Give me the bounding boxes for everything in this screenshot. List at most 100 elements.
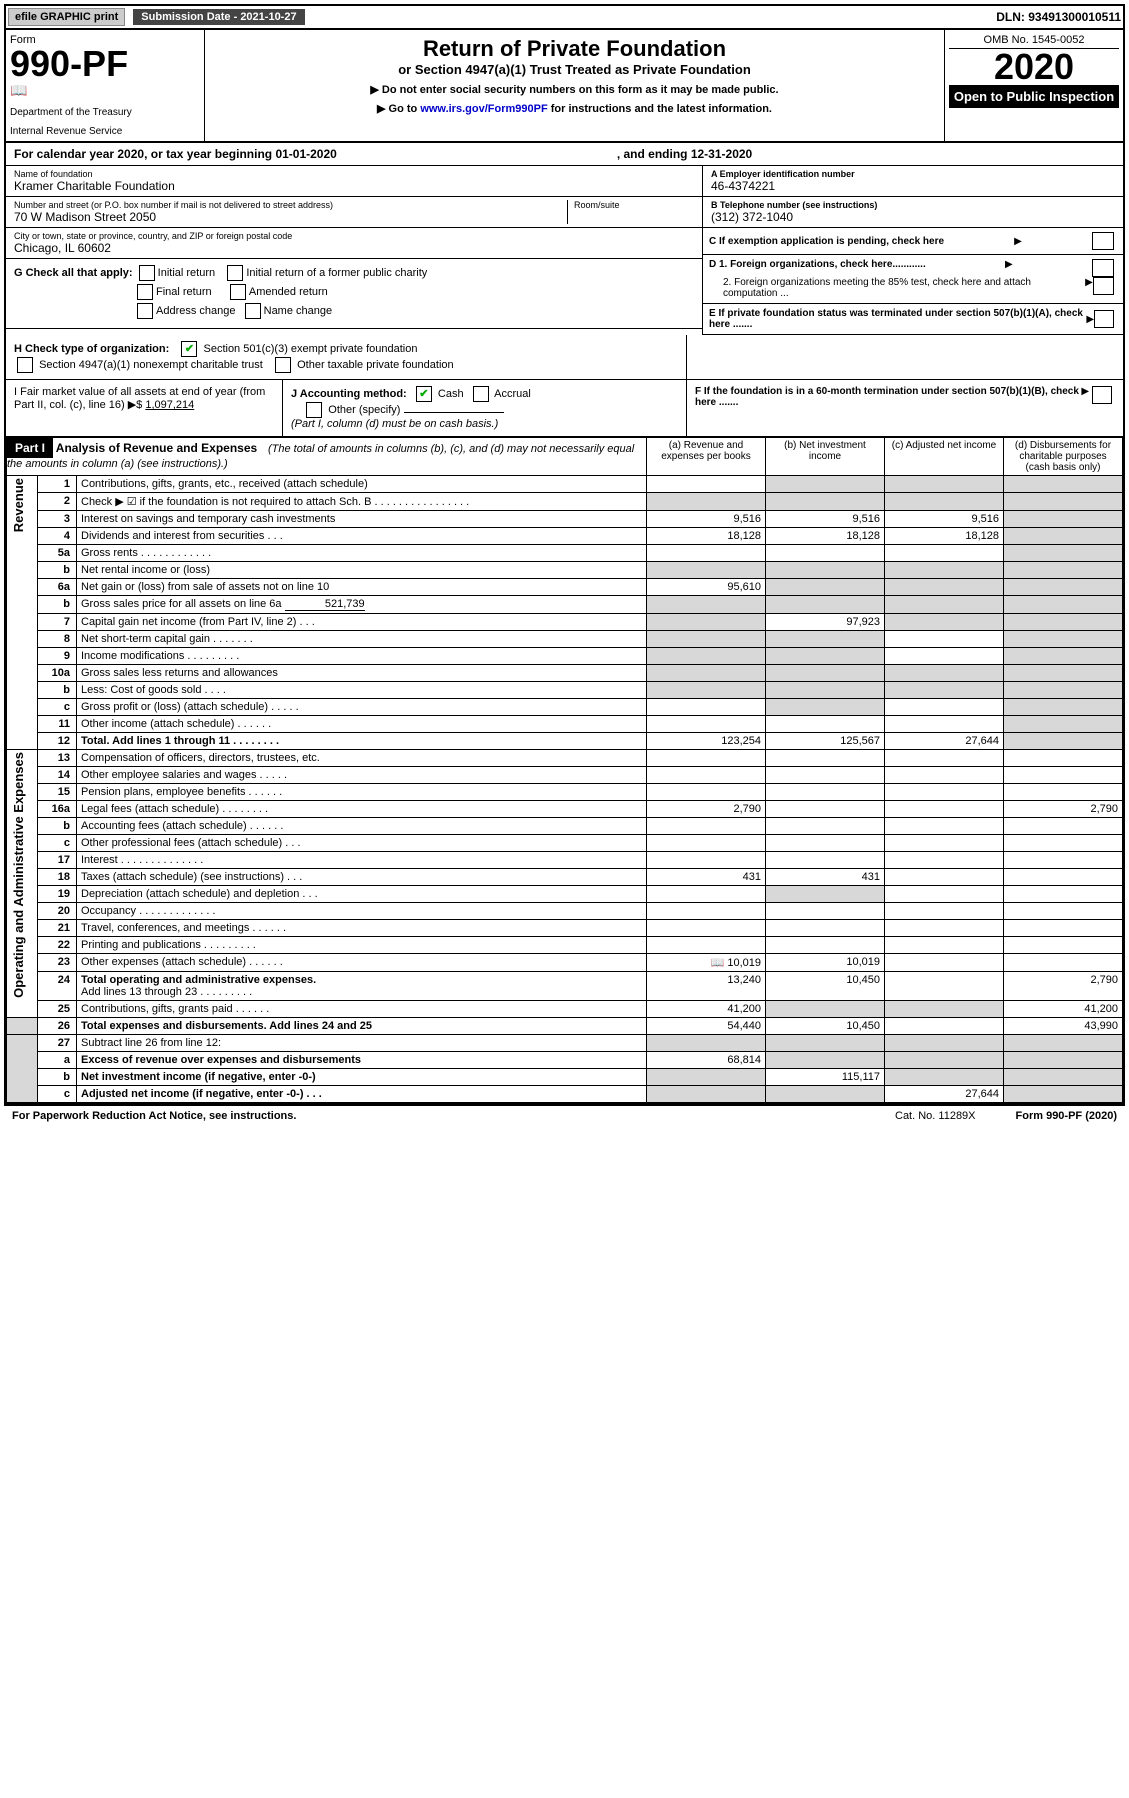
- r18-b: 431: [766, 869, 885, 886]
- r24-a: 13,240: [647, 972, 766, 1001]
- form-subtitle: or Section 4947(a)(1) Trust Treated as P…: [211, 62, 938, 77]
- footer-right: Form 990-PF (2020): [1016, 1110, 1117, 1122]
- row-22: Printing and publications . . . . . . . …: [77, 937, 647, 954]
- h-label: H Check type of organization:: [14, 343, 169, 355]
- c-label: C If exemption application is pending, c…: [709, 236, 944, 247]
- row-26: Total expenses and disbursements. Add li…: [77, 1018, 647, 1035]
- cb-amended[interactable]: [230, 284, 246, 300]
- row-21: Travel, conferences, and meetings . . . …: [77, 920, 647, 937]
- r26-b: 10,450: [766, 1018, 885, 1035]
- row-6b: Gross sales price for all assets on line…: [77, 596, 647, 614]
- row-11: Other income (attach schedule) . . . . .…: [77, 716, 647, 733]
- expenses-sidebar: Operating and Administrative Expenses: [11, 752, 26, 998]
- cb-d1[interactable]: [1092, 259, 1114, 277]
- row-13: Compensation of officers, directors, tru…: [77, 750, 647, 767]
- cb-final-return[interactable]: [137, 284, 153, 300]
- r27a-a: 68,814: [647, 1052, 766, 1069]
- r23-b: 10,019: [766, 954, 885, 972]
- row-27b: Net investment income (if negative, ente…: [77, 1069, 647, 1086]
- r25-a: 41,200: [647, 1001, 766, 1018]
- addr-label: Number and street (or P.O. box number if…: [14, 200, 567, 210]
- cb-d2[interactable]: [1093, 277, 1114, 295]
- phone-value: (312) 372-1040: [711, 210, 1115, 224]
- cb-accrual[interactable]: [473, 386, 489, 402]
- footer-cat: Cat. No. 11289X: [895, 1110, 976, 1122]
- form-title: Return of Private Foundation: [211, 36, 938, 62]
- row-4: Dividends and interest from securities .…: [77, 528, 647, 545]
- row-19: Depreciation (attach schedule) and deple…: [77, 886, 647, 903]
- col-b-header: (b) Net investment income: [766, 438, 885, 476]
- row-20: Occupancy . . . . . . . . . . . . .: [77, 903, 647, 920]
- dept-irs: Internal Revenue Service: [10, 126, 200, 137]
- cb-c[interactable]: [1092, 232, 1114, 250]
- j-accrual: Accrual: [494, 388, 531, 400]
- form-header: Form 990-PF 📖 Department of the Treasury…: [4, 30, 1125, 143]
- g-label: G Check all that apply:: [14, 267, 133, 279]
- row-1: Contributions, gifts, grants, etc., rece…: [77, 476, 647, 493]
- f-label: F If the foundation is in a 60-month ter…: [695, 386, 1081, 408]
- h-501c3: Section 501(c)(3) exempt private foundat…: [203, 343, 417, 355]
- row-6a: Net gain or (loss) from sale of assets n…: [77, 579, 647, 596]
- cb-other-taxable[interactable]: [275, 357, 291, 373]
- instr-pre: ▶ Go to: [377, 103, 420, 115]
- r16a-a: 2,790: [647, 801, 766, 818]
- row-24: Total operating and administrative expen…: [77, 972, 647, 1001]
- row-12: Total. Add lines 1 through 11 . . . . . …: [77, 733, 647, 750]
- opt-addr: Address change: [156, 305, 236, 317]
- cb-cash[interactable]: [416, 386, 432, 402]
- cb-e[interactable]: [1094, 310, 1114, 328]
- tax-year: 2020: [949, 49, 1119, 85]
- r18-a: 431: [647, 869, 766, 886]
- r6b-val: 521,739: [285, 598, 365, 611]
- instr-ssn: ▶ Do not enter social security numbers o…: [211, 83, 938, 96]
- r7-b: 97,923: [766, 614, 885, 631]
- r12-b: 125,567: [766, 733, 885, 750]
- r24-b: 10,450: [766, 972, 885, 1001]
- irs-link[interactable]: www.irs.gov/Form990PF: [420, 103, 547, 115]
- opt-former: Initial return of a former public charit…: [246, 267, 427, 279]
- h-other: Other taxable private foundation: [297, 359, 454, 371]
- d1-label: D 1. Foreign organizations, check here..…: [709, 259, 926, 277]
- cb-other-method[interactable]: [306, 402, 322, 418]
- r4-a: 18,128: [647, 528, 766, 545]
- r3-b: 9,516: [766, 511, 885, 528]
- cb-name-change[interactable]: [245, 303, 261, 319]
- top-bar: efile GRAPHIC print Submission Date - 20…: [4, 4, 1125, 30]
- r23-a: 📖 10,019: [647, 954, 766, 972]
- cb-initial-former[interactable]: [227, 265, 243, 281]
- page-footer: For Paperwork Reduction Act Notice, see …: [4, 1105, 1125, 1126]
- row-10a: Gross sales less returns and allowances: [77, 665, 647, 682]
- d2-label: 2. Foreign organizations meeting the 85%…: [723, 277, 1085, 299]
- row-5a: Gross rents . . . . . . . . . . . .: [77, 545, 647, 562]
- row-7: Capital gain net income (from Part IV, l…: [77, 614, 647, 631]
- row-2: Check ▶ ☑ if the foundation is not requi…: [77, 493, 647, 511]
- j-cash: Cash: [438, 388, 464, 400]
- row-27c: Adjusted net income (if negative, enter …: [77, 1086, 647, 1103]
- calendar-year-row: For calendar year 2020, or tax year begi…: [6, 143, 1123, 166]
- opt-initial: Initial return: [158, 267, 215, 279]
- cb-initial-return[interactable]: [139, 265, 155, 281]
- r3-a: 9,516: [647, 511, 766, 528]
- cb-address-change[interactable]: [137, 303, 153, 319]
- row-27: Subtract line 26 from line 12:: [77, 1035, 647, 1052]
- name-label: Name of foundation: [14, 169, 694, 179]
- ein-value: 46-4374221: [711, 179, 1115, 193]
- r3-c: 9,516: [885, 511, 1004, 528]
- cb-4947[interactable]: [17, 357, 33, 373]
- city-state-zip: Chicago, IL 60602: [14, 241, 694, 255]
- row-16c: Other professional fees (attach schedule…: [77, 835, 647, 852]
- cb-501c3[interactable]: [181, 341, 197, 357]
- dln: DLN: 93491300010511: [996, 10, 1121, 24]
- cb-f[interactable]: [1092, 386, 1112, 404]
- r26-d: 43,990: [1004, 1018, 1123, 1035]
- row-5b: Net rental income or (loss): [77, 562, 647, 579]
- open-inspection: Open to Public Inspection: [949, 85, 1119, 108]
- city-label: City or town, state or province, country…: [14, 231, 694, 241]
- dept-treasury: Department of the Treasury: [10, 107, 200, 118]
- row-17: Interest . . . . . . . . . . . . . .: [77, 852, 647, 869]
- part1-title: Analysis of Revenue and Expenses: [56, 441, 257, 455]
- instr-link-row: ▶ Go to www.irs.gov/Form990PF for instru…: [211, 102, 938, 115]
- r4-c: 18,128: [885, 528, 1004, 545]
- efile-badge: efile GRAPHIC print: [8, 8, 125, 26]
- r26-a: 54,440: [647, 1018, 766, 1035]
